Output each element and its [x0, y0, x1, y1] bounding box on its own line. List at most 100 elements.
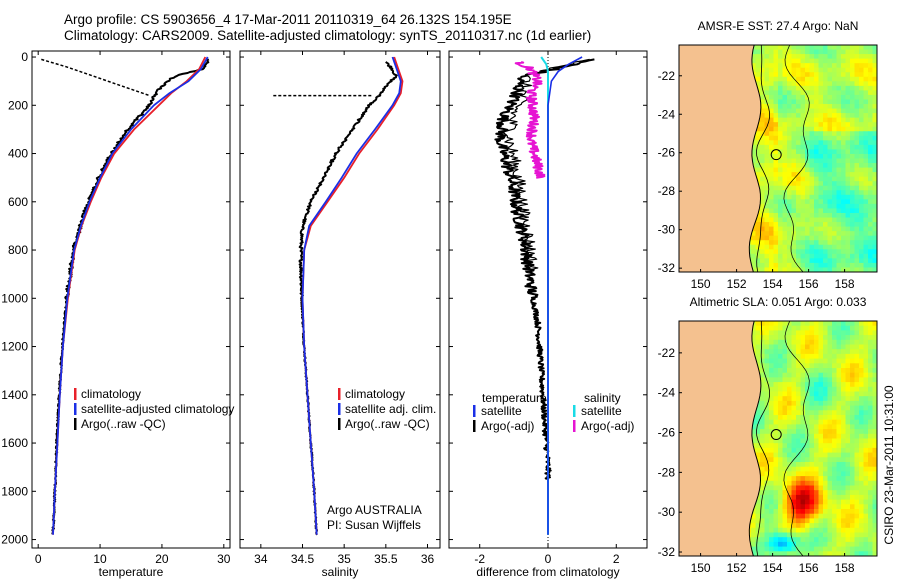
map-cell [791, 81, 797, 87]
map-cell [800, 153, 806, 160]
map-cell [872, 466, 877, 472]
map-cell [823, 58, 829, 64]
map-cell [859, 76, 865, 82]
map-area [679, 321, 877, 556]
map-cell [872, 212, 877, 219]
map-cell [836, 163, 842, 169]
map-cell [841, 391, 847, 397]
map-cell [814, 131, 820, 137]
map-cell [769, 551, 775, 556]
map-cell [773, 94, 779, 101]
map-cell [845, 49, 851, 55]
map-cell [778, 194, 784, 200]
map-cell [800, 45, 806, 51]
map-cell [845, 253, 851, 259]
map-cell [841, 537, 847, 543]
map-cell [854, 490, 860, 496]
map-cell [832, 523, 838, 529]
map-cell [827, 81, 833, 87]
map-cell [814, 447, 820, 454]
map-cell [796, 429, 802, 435]
map-cell [863, 499, 869, 505]
map-cell [769, 462, 775, 468]
map-cell [850, 349, 856, 355]
legend-label: Argo(-adj) [581, 419, 634, 433]
map-cell [787, 410, 793, 416]
map-cell [805, 551, 811, 556]
map-cell [755, 231, 761, 237]
map-cell [805, 226, 811, 232]
map-cell [800, 499, 806, 505]
map-cell [832, 45, 838, 51]
map-cell [800, 122, 806, 128]
legend-label: satellite [481, 404, 522, 418]
map-cell [872, 203, 877, 210]
map-cell [773, 518, 779, 524]
map-cell [760, 480, 766, 487]
map-cell [787, 344, 793, 350]
map-cell [800, 494, 806, 501]
map-cell [787, 551, 793, 556]
map-cell [841, 433, 847, 440]
map-cell [868, 194, 874, 200]
map-cell [818, 433, 824, 440]
map-cell [791, 203, 797, 210]
map-cell [859, 226, 865, 232]
map-cell [872, 419, 877, 425]
map-cell [805, 363, 811, 369]
map-cell [818, 480, 824, 487]
map-cell [863, 485, 869, 491]
map-cell [854, 185, 860, 191]
map-cell [841, 267, 847, 272]
map-cell [773, 208, 779, 214]
map-cell [872, 117, 877, 123]
map-cell [814, 135, 820, 141]
map-cell [787, 167, 793, 173]
map-cell [859, 149, 865, 155]
map-cell [868, 372, 874, 378]
map-cell [832, 335, 838, 341]
map-cell [769, 386, 775, 393]
map-cell [836, 494, 842, 501]
y-tick-label: 1600 [1, 436, 28, 450]
map-cell [854, 358, 860, 364]
y-tick-label: 200 [8, 98, 28, 112]
map-cell [863, 363, 869, 369]
map-cell [863, 462, 869, 468]
map-cell [773, 410, 779, 416]
map-cell [782, 117, 788, 123]
map-cell [773, 113, 779, 119]
map-cell [863, 262, 869, 269]
map-cell [850, 144, 856, 151]
map-cell [782, 108, 788, 114]
map-cell [836, 208, 842, 214]
x-tick-label: 34.5 [291, 552, 315, 566]
map-cell [755, 253, 761, 259]
map-cell [845, 240, 851, 246]
map-cell [814, 325, 820, 331]
map-cell [764, 527, 770, 534]
map-cell [769, 527, 775, 534]
map-cell [773, 541, 779, 548]
map-cell [859, 513, 865, 519]
map-cell [841, 457, 847, 463]
map-cell [841, 353, 847, 360]
map-cell [760, 163, 766, 169]
map-cell [796, 212, 802, 219]
map-cell [850, 231, 856, 237]
map-cell [782, 499, 788, 505]
map-cell [854, 76, 860, 82]
map-cell [872, 494, 877, 501]
map-cell [787, 203, 793, 210]
map-cell [850, 135, 856, 141]
map-cell [782, 172, 788, 178]
map-cell [863, 94, 869, 101]
map-cell [764, 108, 770, 114]
map-cell [773, 85, 779, 91]
map-cell [827, 518, 833, 524]
map-cell [872, 76, 877, 82]
map-cell [832, 81, 838, 87]
map-cell [800, 63, 806, 69]
map-cell [814, 368, 820, 374]
map-cell [800, 325, 806, 331]
